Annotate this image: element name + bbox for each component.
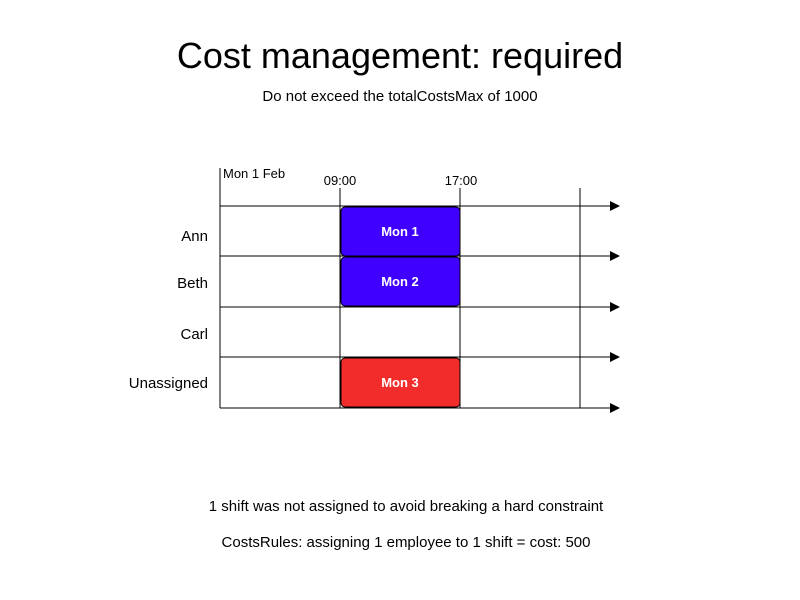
row-label-ann: Ann: [181, 228, 208, 245]
page-subtitle: Do not exceed the totalCostsMax of 1000: [262, 88, 538, 105]
row-label-unassigned: Unassigned: [129, 375, 208, 392]
row-label-carl: Carl: [180, 326, 208, 343]
shift-mon-1[interactable]: Mon 1: [340, 206, 461, 257]
row-lines: [220, 201, 620, 413]
shift-block[interactable]: [340, 206, 461, 257]
arrowhead: [610, 251, 620, 261]
shift-mon-2[interactable]: Mon 2: [340, 256, 461, 307]
shift-block[interactable]: [340, 256, 461, 307]
date-label: Mon 1 Feb: [223, 166, 285, 181]
shift-mon-3[interactable]: Mon 3: [340, 357, 461, 408]
shift-label: Mon 3: [381, 375, 419, 390]
arrowhead: [610, 352, 620, 362]
unassigned-note: 1 shift was not assigned to avoid breaki…: [208, 498, 604, 515]
arrowhead: [610, 302, 620, 312]
time-label-0900: 09:00: [324, 173, 357, 188]
shift-label: Mon 1: [381, 224, 419, 239]
shift-label: Mon 2: [381, 274, 419, 289]
arrowhead: [610, 403, 620, 413]
shift-block[interactable]: [340, 357, 461, 408]
arrowhead: [610, 201, 620, 211]
cost-rules-note: CostsRules: assigning 1 employee to 1 sh…: [221, 534, 591, 551]
page-title: Cost management: required: [176, 35, 624, 76]
row-label-beth: Beth: [177, 275, 208, 292]
time-label-1700: 17:00: [445, 173, 478, 188]
